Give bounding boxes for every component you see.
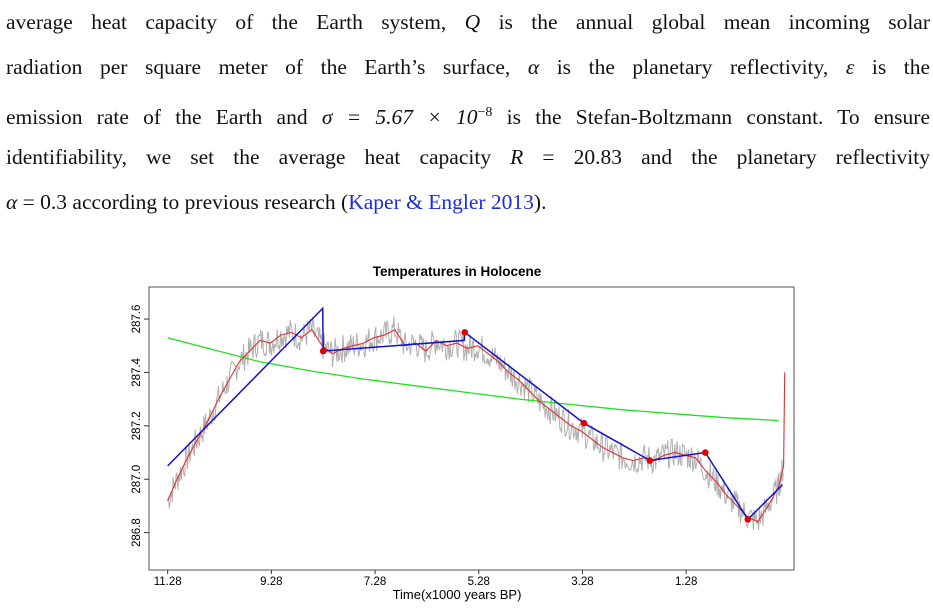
text-line-3: emission rate of the Earth and σ = 5.67 … bbox=[6, 105, 930, 130]
series-layer bbox=[167, 306, 786, 531]
citation-link[interactable]: Kaper & Engler 2013 bbox=[348, 190, 534, 214]
x-tick-label: 7.28 bbox=[364, 576, 386, 588]
x-axis: 11.28 9.28 7.28 5.28 3.28 1.28 bbox=[154, 570, 697, 588]
x-tick-label: 5.28 bbox=[468, 576, 490, 588]
y-axis: 286.8 287.0 287.2 287.4 287.6 bbox=[131, 305, 149, 547]
x-tick-label: 9.28 bbox=[260, 576, 282, 588]
figure: Temperatures in Holocene 286.8 287.0 287.2… bbox=[120, 262, 800, 606]
x-tick-label: 11.28 bbox=[154, 576, 182, 588]
trend-curve bbox=[167, 337, 779, 422]
x-axis-label: Time(x1000 years BP) bbox=[393, 587, 522, 602]
breakpoint-marker bbox=[702, 449, 709, 456]
breakpoint-marker bbox=[461, 329, 469, 336]
x-tick-label: 1.28 bbox=[675, 576, 697, 588]
body-text: average heat capacity of the Earth syste… bbox=[6, 0, 930, 225]
breakpoint-marker bbox=[319, 347, 327, 355]
breakpoint-marker bbox=[646, 457, 654, 464]
smoothed-series bbox=[167, 328, 786, 523]
breakpoint-marker bbox=[580, 419, 588, 427]
text-line-2: radiation per square meter of the Earth’… bbox=[6, 55, 931, 79]
breakpoint-marker bbox=[744, 515, 752, 523]
y-tick-label: 287.4 bbox=[131, 357, 143, 386]
text-line-5: α = 0.3 according to previous research (… bbox=[6, 190, 547, 214]
x-tick-label: 3.28 bbox=[571, 576, 593, 588]
y-tick-label: 287.2 bbox=[131, 411, 143, 440]
piecewise-fit-line bbox=[167, 306, 784, 521]
y-tick-label: 287.0 bbox=[131, 465, 143, 494]
text-line-4: identifiability, we set the average heat… bbox=[6, 145, 930, 169]
y-tick-label: 286.8 bbox=[131, 518, 143, 547]
holocene-temperature-chart: Temperatures in Holocene 286.8 287.0 287.2… bbox=[131, 264, 795, 602]
text-line-1: average heat capacity of the Earth syste… bbox=[6, 10, 930, 34]
raw-temperature-series bbox=[167, 316, 784, 531]
chart-title: Temperatures in Holocene bbox=[373, 264, 542, 279]
y-tick-label: 287.6 bbox=[131, 305, 143, 334]
plot-frame bbox=[148, 286, 795, 571]
